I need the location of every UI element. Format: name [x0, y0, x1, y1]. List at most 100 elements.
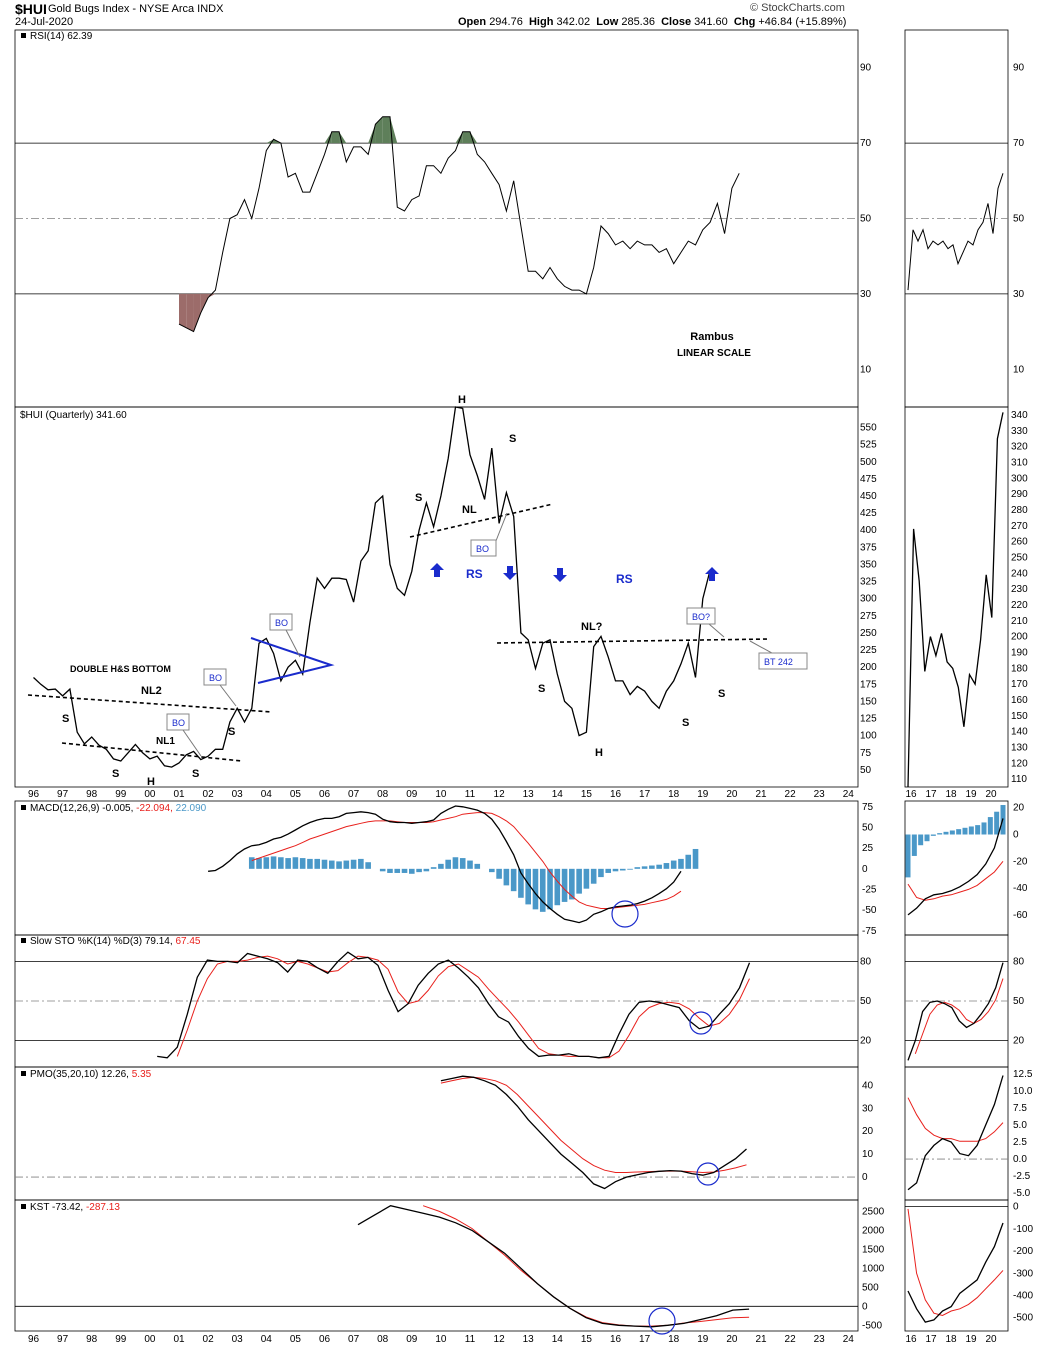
stoch-k-line — [157, 951, 751, 1059]
macd-histogram-bar — [328, 860, 335, 869]
bo-q-callout-text: BO? — [692, 612, 710, 622]
pmo-y-tick: 20 — [862, 1126, 874, 1137]
kst-inset-line — [907, 1222, 1004, 1323]
price-y-tick: 500 — [860, 457, 877, 468]
pmo-signal-line — [440, 1076, 747, 1174]
pmo-inset-y-tick: 0.0 — [1013, 1154, 1027, 1165]
macd-histogram-bar — [416, 868, 422, 873]
rsi-legend: RSI(14) 62.39 — [30, 31, 93, 42]
macd-histogram-bar — [583, 868, 590, 889]
shoulder-label: S — [718, 688, 725, 700]
macd-legend: MACD(12,26,9) -0.005, -22.094, 22.090 — [30, 803, 207, 814]
price-inset-y-tick: 270 — [1011, 521, 1028, 532]
bo-callout-text: BO — [209, 673, 222, 683]
macd-cross-circle — [611, 900, 639, 928]
pmo-line — [440, 1075, 747, 1190]
x-axis-label: 13 — [523, 789, 535, 800]
macd-legend-part: MACD(12,26,9) — [30, 803, 102, 814]
kst-signal-line — [422, 1205, 750, 1327]
macd-histogram-bar — [401, 868, 408, 873]
macd-y-tick: 0 — [862, 864, 868, 875]
stoch-legend: Slow STO %K(14) %D(3) 79.14, 67.45 — [30, 936, 201, 947]
price-y-tick: 225 — [860, 645, 877, 656]
macd-histogram-bar — [649, 865, 655, 869]
price-y-tick: 425 — [860, 508, 877, 519]
price-inset-y-tick: 150 — [1011, 711, 1028, 722]
price-y-tick: 150 — [860, 696, 877, 707]
x-axis-label: 16 — [610, 789, 622, 800]
rsi-overbought-fill — [368, 124, 376, 144]
price-panel-frame — [14, 406, 859, 788]
macd-inset-line — [907, 818, 1004, 916]
kst-inset-y-tick: -300 — [1013, 1268, 1033, 1279]
macd-inset-histogram-bar — [918, 834, 924, 846]
pmo-inset-y-tick: 10.0 — [1013, 1086, 1033, 1097]
x-axis-label-bottom: 21 — [755, 1334, 767, 1345]
x-axis-label: 19 — [697, 789, 709, 800]
macd-histogram-bar — [256, 858, 262, 869]
macd-histogram-bar — [379, 868, 386, 872]
x-axis-label-bottom: 20 — [726, 1334, 738, 1345]
neckline-nl1 — [61, 742, 243, 762]
kst-inset-signal — [907, 1208, 1004, 1317]
stoch-inset-y-tick: 80 — [1013, 956, 1025, 967]
x-axis-label-bottom: 16 — [610, 1334, 622, 1345]
neckline-nl2 — [27, 694, 273, 713]
stoch-d-line — [176, 955, 750, 1059]
pmo-legend-part: PMO(35,20,10) — [30, 1069, 101, 1080]
x-axis-label-bottom: 24 — [843, 1334, 855, 1345]
stoch-y-tick: 80 — [860, 956, 872, 967]
macd-inset-histogram-bar — [937, 833, 943, 835]
x-axis-label-bottom: 01 — [173, 1334, 185, 1345]
price-inset-y-tick: 130 — [1011, 742, 1028, 753]
price-y-tick: 525 — [860, 440, 877, 451]
price-inset-y-tick: 340 — [1011, 410, 1028, 421]
kst-inset-y-tick: -100 — [1013, 1224, 1033, 1235]
price-inset-y-tick: 110 — [1011, 774, 1027, 785]
macd-histogram-bar — [292, 857, 299, 869]
pmo-inset-y-tick: 2.5 — [1013, 1137, 1027, 1148]
price-y-tick: 475 — [860, 474, 877, 485]
chart-date: 24-Jul-2020 — [15, 16, 74, 28]
pmo-legend-part: 12.26, — [101, 1069, 132, 1080]
x-axis-label: 08 — [377, 789, 389, 800]
macd-inset-histogram-bar — [949, 830, 955, 835]
macd-histogram-bar — [343, 860, 350, 869]
rsi-overbought-fill — [324, 131, 332, 144]
x-axis-label: 14 — [552, 789, 564, 800]
pmo-legend: PMO(35,20,10) 12.26, 5.35 — [30, 1069, 152, 1080]
rsi-overbought-fill — [331, 131, 340, 144]
macd-legend-part: -22.094, — [136, 803, 175, 814]
stoch-y-tick: 20 — [860, 1036, 872, 1047]
kst-y-tick: 500 — [862, 1282, 879, 1293]
high-value: 342.02 — [556, 16, 591, 28]
stoch-inset-k — [907, 962, 1004, 1061]
x-axis-label-bottom: 18 — [668, 1334, 680, 1345]
macd-histogram-bar — [467, 860, 473, 869]
kst-inset-y-tick: -500 — [1013, 1313, 1033, 1324]
kst-y-tick: 2000 — [862, 1225, 885, 1236]
price-inset-y-tick: 260 — [1011, 537, 1028, 548]
macd-y-tick: 25 — [862, 843, 874, 854]
rsi-y-tick: 50 — [860, 214, 872, 225]
bo-callout-text: BO — [172, 718, 185, 728]
pmo-y-tick: 30 — [862, 1103, 874, 1114]
price-y-tick: 250 — [860, 628, 877, 639]
x-axis-label-bottom: 00 — [144, 1334, 156, 1345]
head-label: H — [147, 776, 155, 788]
rsi-inset-y-tick: 50 — [1013, 214, 1025, 225]
x-axis-label: 23 — [814, 789, 826, 800]
macd-histogram-bar — [459, 858, 466, 869]
x-axis-label: 15 — [581, 789, 593, 800]
shoulder-label: S — [415, 492, 422, 504]
macd-histogram-bar — [510, 868, 517, 892]
macd-inset-histogram-bar — [994, 811, 1000, 835]
x-axis-label: 06 — [319, 789, 331, 800]
price-inset-y-tick: 330 — [1011, 426, 1028, 437]
inset-x-axis-label-bottom: 16 — [905, 1334, 917, 1345]
macd-histogram-bar — [692, 848, 699, 869]
price-inset-y-tick: 170 — [1011, 679, 1028, 690]
macd-legend-part: -0.005, — [102, 803, 136, 814]
macd-histogram-bar — [248, 857, 255, 869]
symbol: $HUI — [15, 1, 47, 17]
